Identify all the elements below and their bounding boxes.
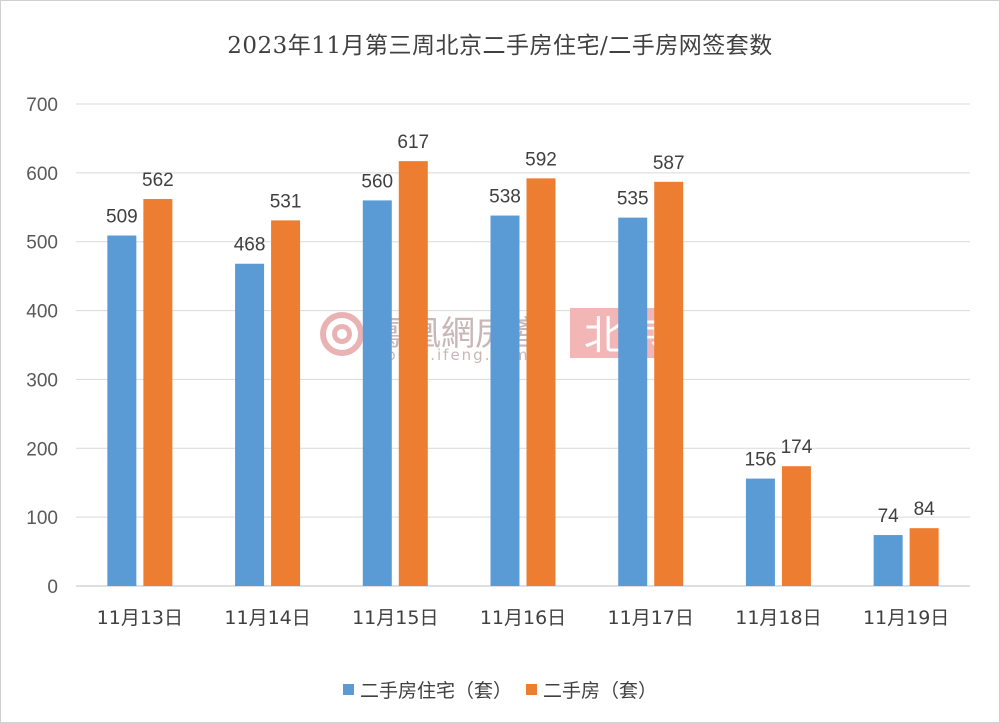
x-axis: 11月13日 11月14日 11月15日 11月16日 11月17日 11月18日 11月1… <box>97 607 950 629</box>
bars <box>107 161 939 586</box>
legend-label-all: 二手房（套） <box>543 680 658 702</box>
data-label: 156 <box>745 450 777 471</box>
x-tick-label: 11月18日 <box>735 607 821 629</box>
bar-resident <box>618 217 648 586</box>
chart-title: 2023年11月第三周北京二手房住宅/二手房网签套数 <box>227 33 773 59</box>
x-tick-label: 11月13日 <box>97 607 183 629</box>
y-tick-label: 100 <box>26 508 58 529</box>
y-tick-label: 0 <box>47 577 58 598</box>
bar-all <box>781 466 811 586</box>
legend-item-resident: 二手房住宅（套） <box>342 676 512 703</box>
bar-all <box>526 178 556 586</box>
y-tick-label: 500 <box>26 233 58 254</box>
data-label: 84 <box>914 499 936 520</box>
x-tick-label: 11月16日 <box>480 607 566 629</box>
x-tick-label: 11月17日 <box>608 607 694 629</box>
y-tick-label: 400 <box>26 302 58 323</box>
bar-resident <box>490 215 520 586</box>
data-label: 531 <box>270 191 302 212</box>
data-label: 74 <box>878 506 900 527</box>
data-label: 535 <box>617 189 649 210</box>
bar-resident <box>873 535 903 586</box>
data-label: 174 <box>781 437 813 458</box>
bar-all <box>909 528 939 586</box>
x-tick-label: 11月15日 <box>352 607 438 629</box>
y-tick-label: 700 <box>26 95 58 116</box>
bar-resident <box>235 263 265 586</box>
legend-label-resident: 二手房住宅（套） <box>359 680 512 702</box>
data-label: 560 <box>361 171 393 192</box>
bar-resident <box>362 200 392 586</box>
y-tick-label: 600 <box>26 164 58 185</box>
legend-item-all: 二手房（套） <box>526 676 657 703</box>
x-tick-label: 11月19日 <box>863 607 949 629</box>
data-label: 617 <box>397 132 429 153</box>
x-tick-label: 11月14日 <box>224 607 310 629</box>
bar-all <box>398 161 428 586</box>
y-tick-label: 300 <box>26 370 58 391</box>
legend-swatch-resident <box>342 684 354 695</box>
bar-all <box>143 199 173 586</box>
bar-resident <box>107 235 137 586</box>
bar-all <box>654 181 684 586</box>
legend-swatch-all <box>526 684 538 695</box>
gridlines <box>76 103 970 587</box>
data-label: 562 <box>142 170 174 191</box>
bar-resident <box>745 478 775 586</box>
ifeng-logo-icon <box>320 312 364 356</box>
data-label: 587 <box>653 153 685 174</box>
data-label: 538 <box>489 187 521 208</box>
y-axis: 0 100 200 300 400 500 600 700 <box>26 95 58 598</box>
data-label: 468 <box>234 235 266 256</box>
data-label: 592 <box>525 149 557 170</box>
bar-all <box>271 220 301 586</box>
y-tick-label: 200 <box>26 439 58 460</box>
legend: 二手房住宅（套） 二手房（套） <box>0 676 1000 703</box>
data-label: 509 <box>106 207 138 228</box>
